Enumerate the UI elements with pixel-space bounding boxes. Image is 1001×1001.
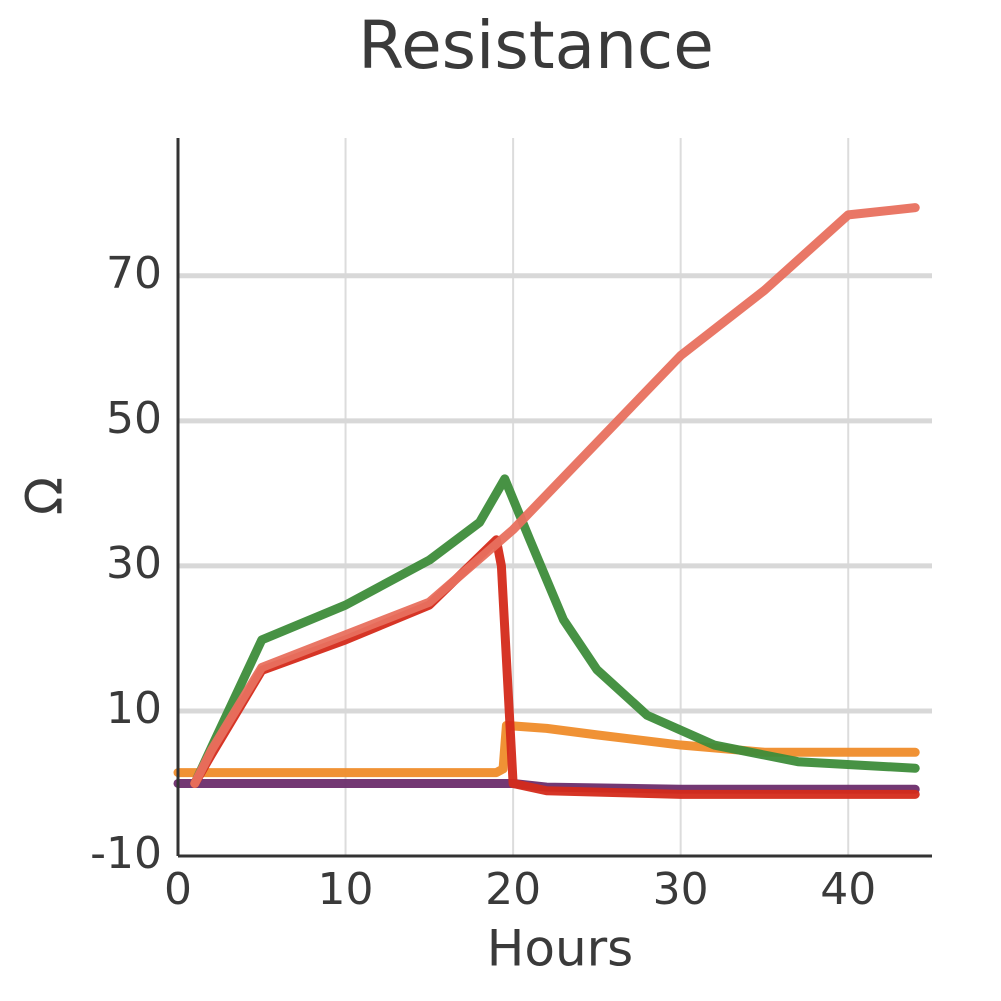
data-line <box>190 474 920 788</box>
x-axis-label: Hours <box>487 920 633 978</box>
x-tick-label: 30 <box>653 864 709 915</box>
chart-title: Resistance <box>358 7 714 84</box>
y-tick-label: 30 <box>106 538 162 589</box>
y-axis-label: Ω <box>16 477 74 515</box>
x-tick-label: 10 <box>318 864 374 915</box>
y-tick-label: 70 <box>106 248 162 299</box>
data-line <box>190 203 920 788</box>
y-tick-label: -10 <box>90 828 162 879</box>
y-tick-label: 50 <box>106 393 162 444</box>
x-tick-label: 0 <box>164 864 192 915</box>
x-tick-label: 20 <box>485 864 541 915</box>
x-tick-label: 40 <box>820 864 876 915</box>
y-tick-label: 10 <box>106 683 162 734</box>
